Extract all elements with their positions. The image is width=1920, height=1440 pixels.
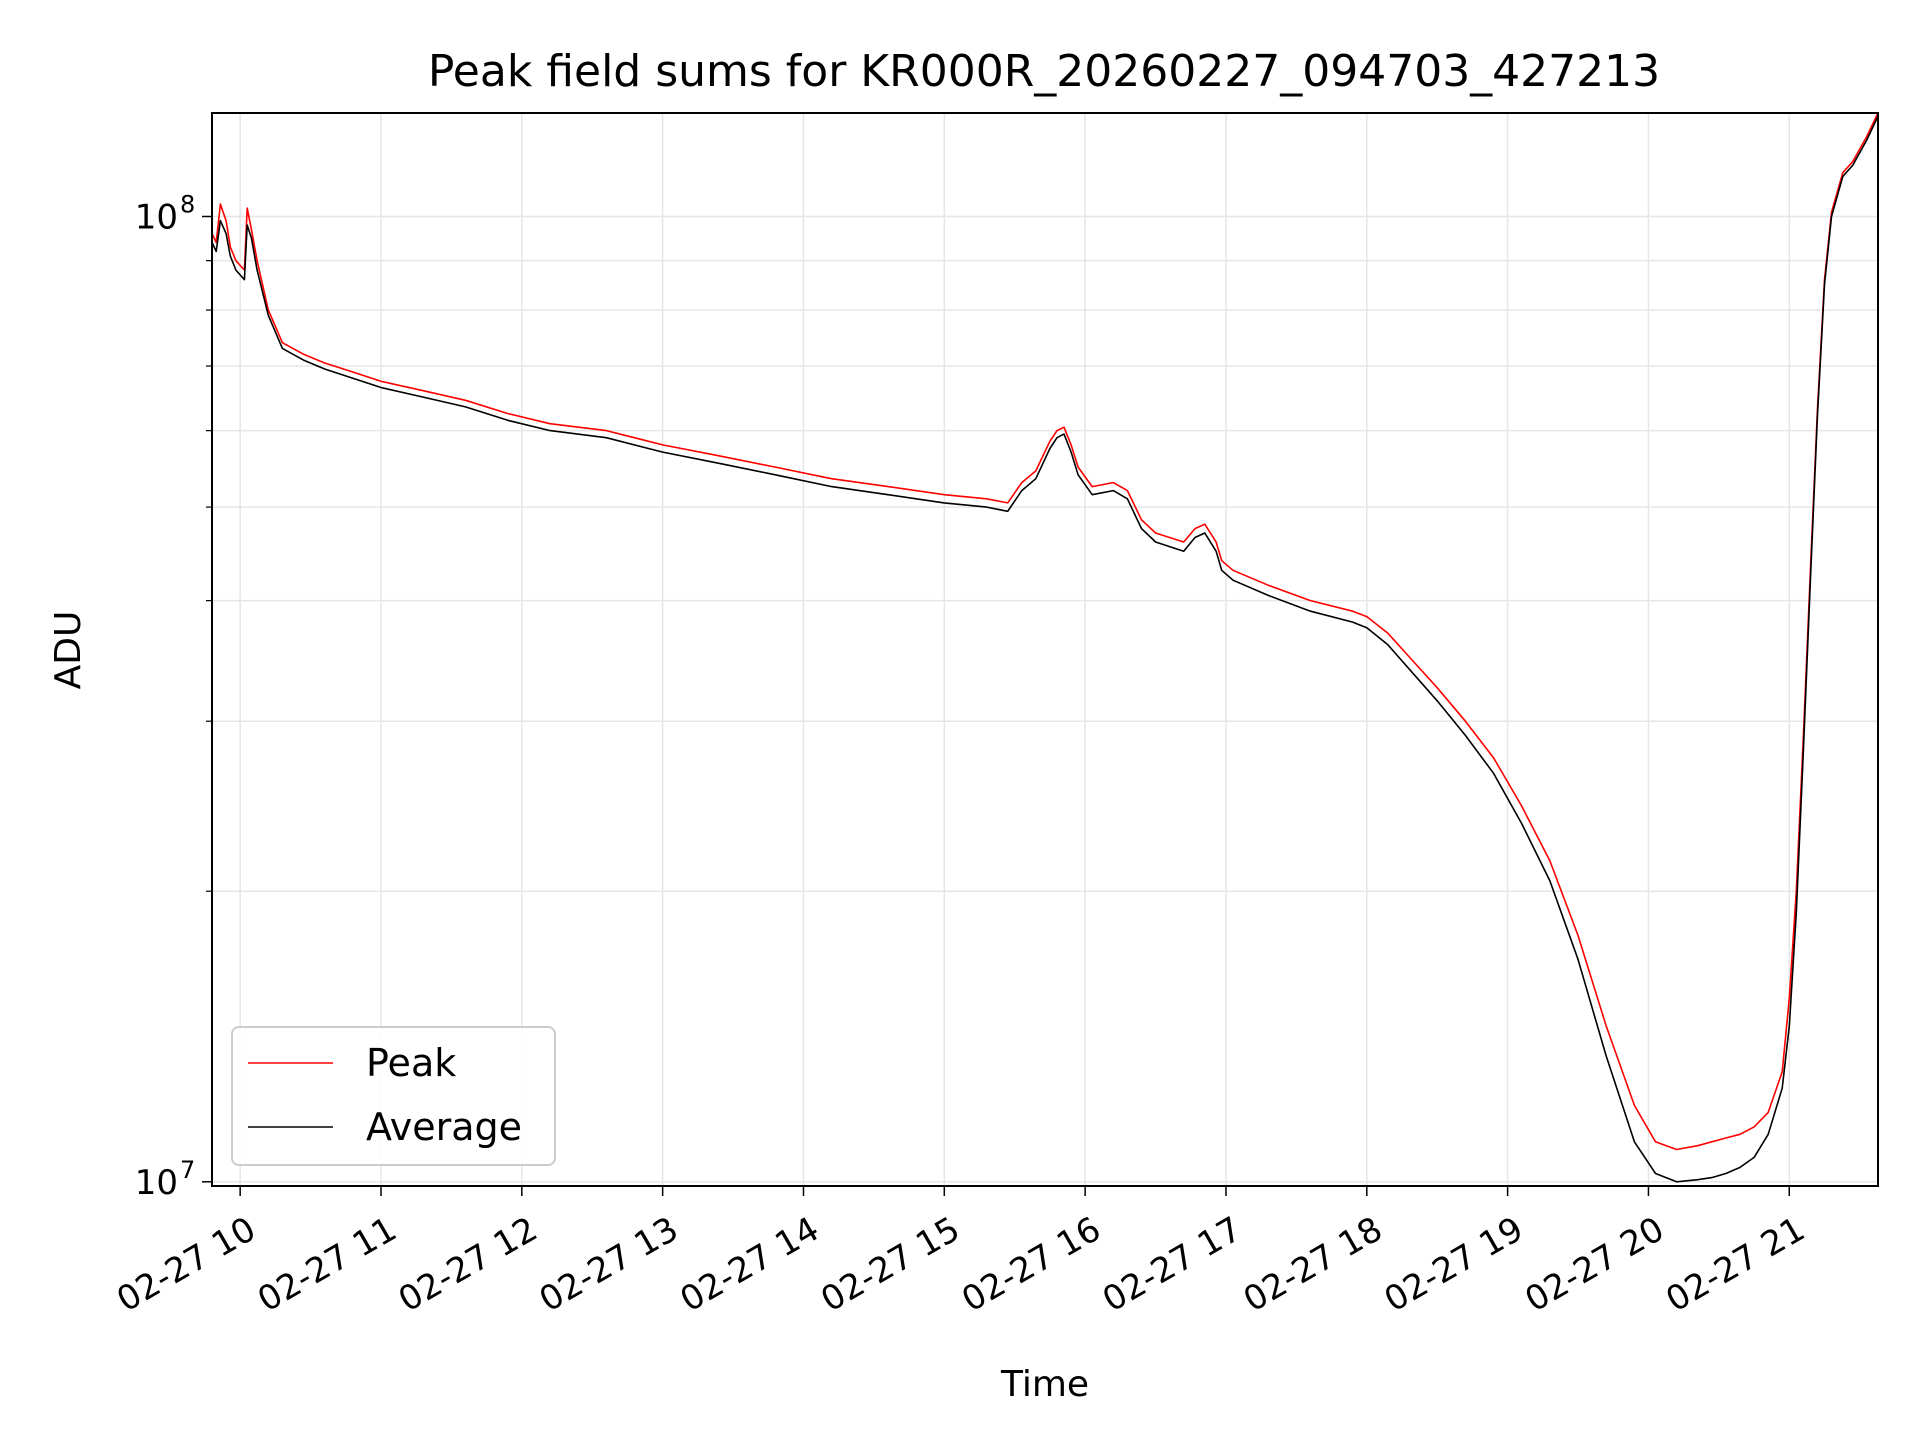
chart-title: Peak field sums for KR000R_20260227_0947… [428,46,1660,97]
y-tick-label: 10 [135,197,178,237]
legend-label-peak: Peak [366,1041,456,1085]
x-axis-label: Time [1000,1364,1089,1405]
y-tick-label: 10 [135,1163,178,1203]
legend-box [231,1026,556,1166]
series-line-average [211,115,1879,1183]
y-axis-label: ADU [48,611,89,690]
series-layer [211,112,1879,1183]
legend-label-average: Average [366,1105,522,1149]
y-tick-exponent: 8 [180,190,195,218]
series-line-peak [211,112,1879,1151]
y-tick-exponent: 7 [180,1156,195,1184]
legend: Peak Average [231,1026,556,1166]
grid-lines [212,113,1878,1186]
plot-frame [211,112,1879,1187]
